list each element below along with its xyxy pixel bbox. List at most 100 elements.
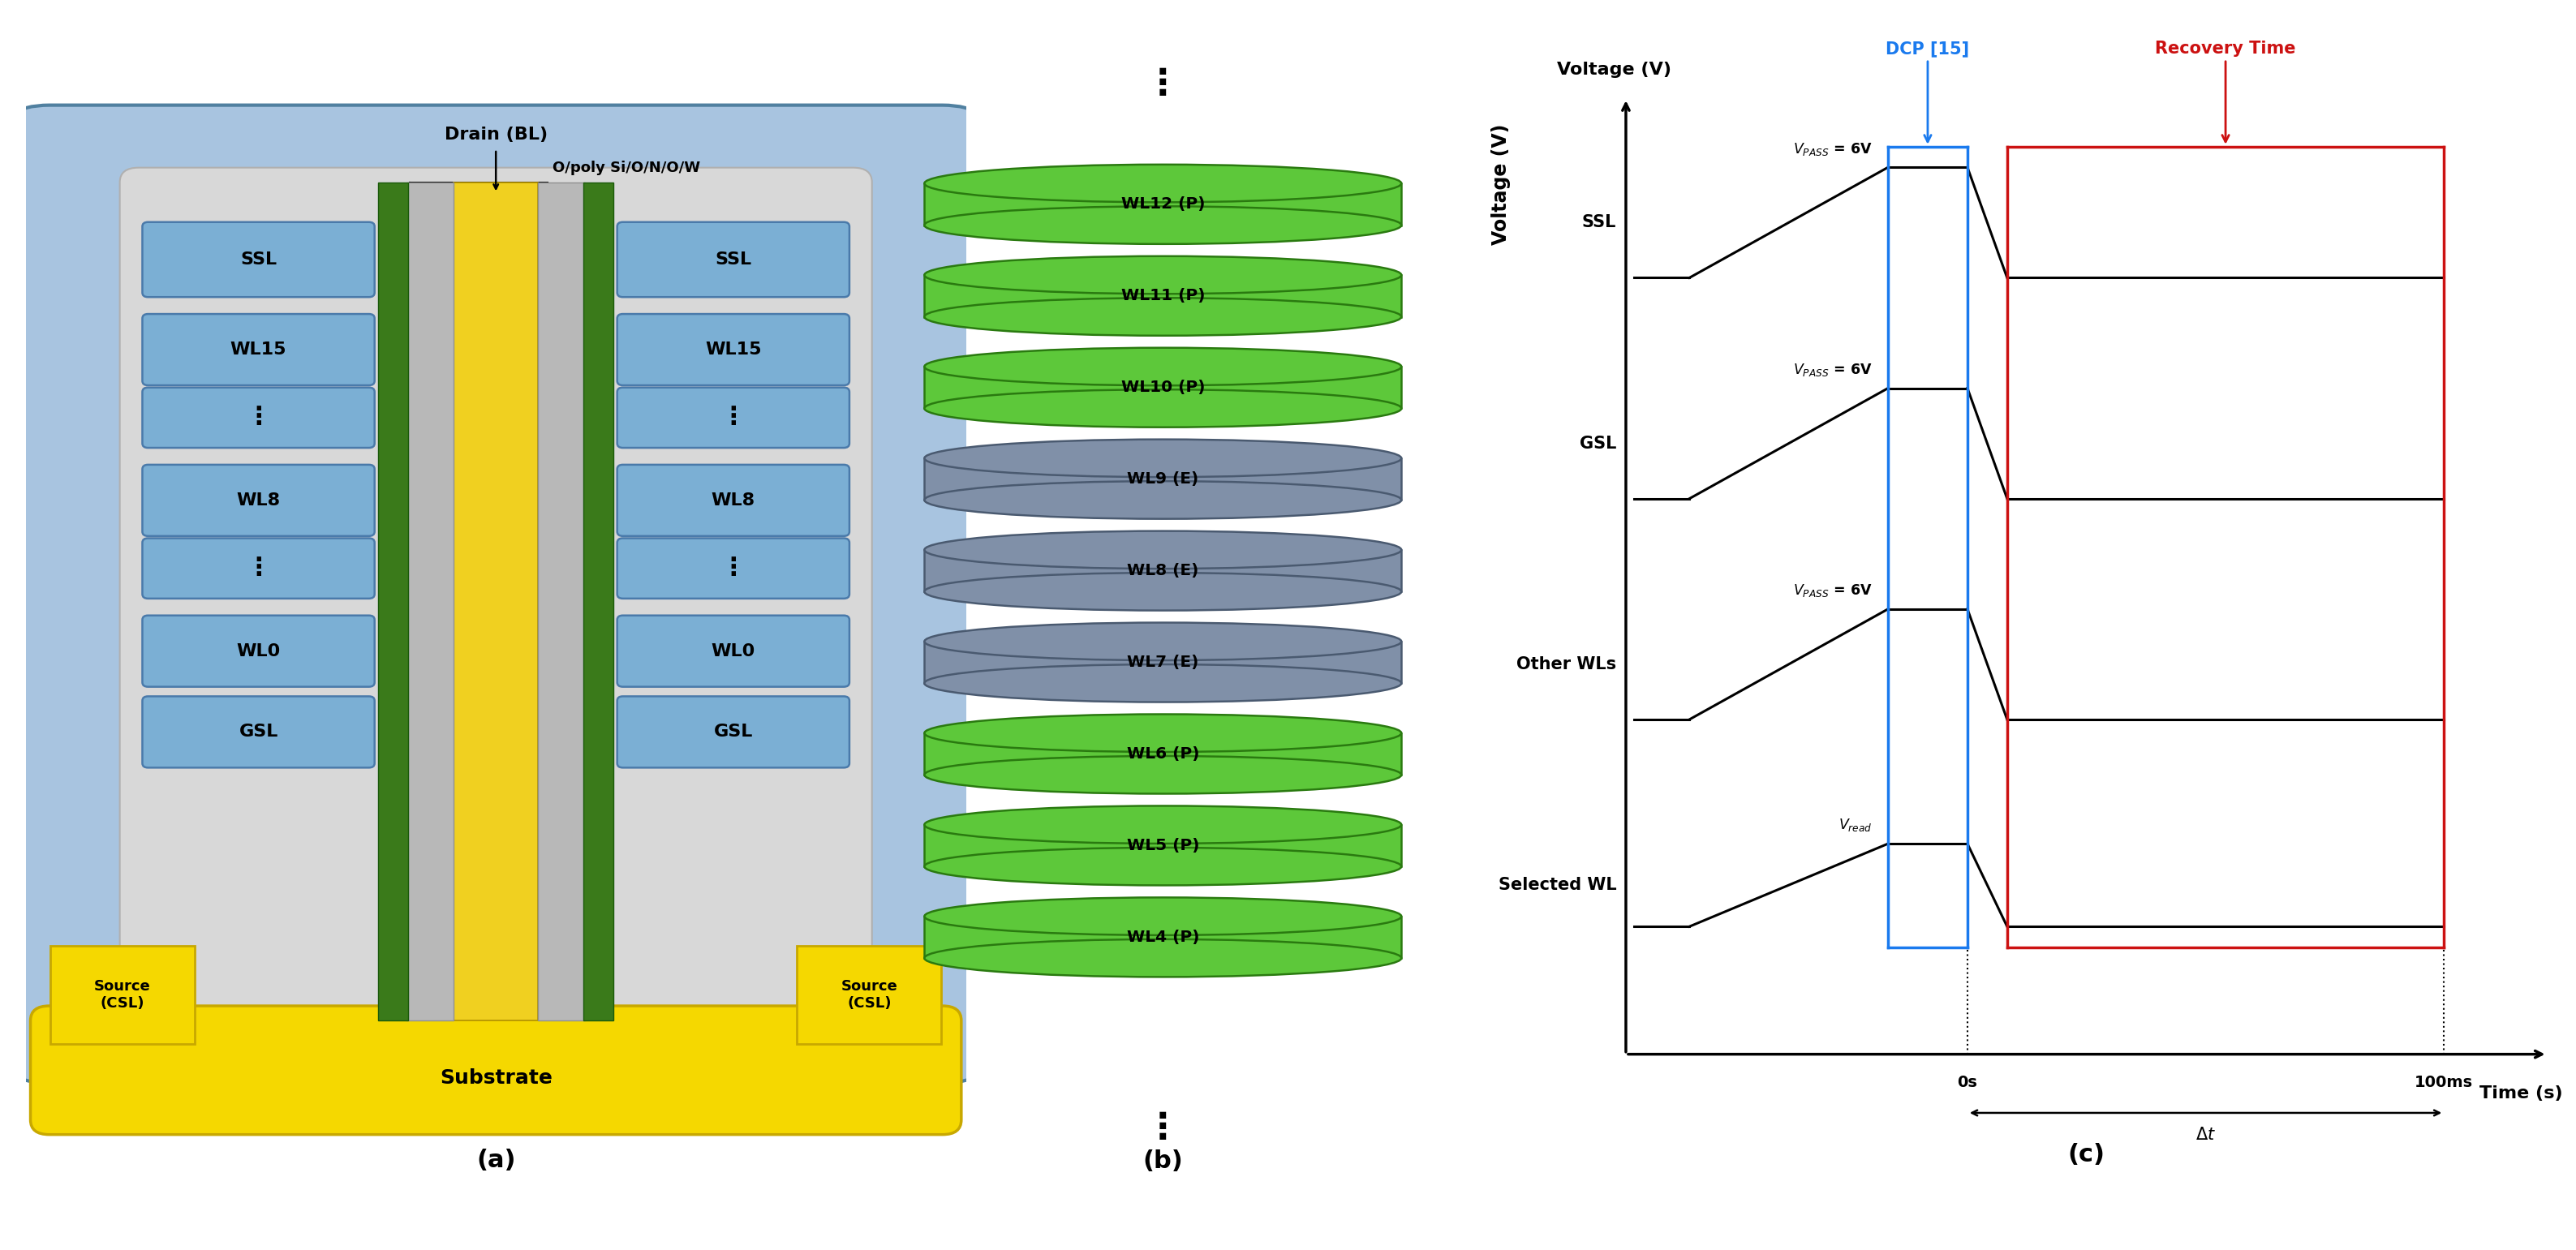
FancyBboxPatch shape bbox=[142, 387, 374, 448]
Text: WL5 (P): WL5 (P) bbox=[1126, 838, 1200, 854]
Text: WL7 (E): WL7 (E) bbox=[1128, 655, 1198, 670]
Text: WL8: WL8 bbox=[237, 492, 281, 509]
FancyBboxPatch shape bbox=[31, 1006, 961, 1135]
Ellipse shape bbox=[925, 531, 1401, 569]
Bar bbox=[925, 550, 1401, 591]
FancyBboxPatch shape bbox=[49, 945, 196, 1044]
FancyBboxPatch shape bbox=[618, 696, 850, 768]
Text: $V_{PASS}$ = 6V: $V_{PASS}$ = 6V bbox=[1793, 582, 1873, 599]
Ellipse shape bbox=[925, 390, 1401, 428]
Text: WL9 (E): WL9 (E) bbox=[1128, 471, 1198, 486]
Text: 0s: 0s bbox=[1958, 1075, 1978, 1090]
Ellipse shape bbox=[925, 575, 1401, 609]
FancyBboxPatch shape bbox=[618, 615, 850, 686]
Ellipse shape bbox=[925, 939, 1401, 977]
FancyBboxPatch shape bbox=[618, 387, 850, 448]
Text: ⋮: ⋮ bbox=[1144, 66, 1180, 101]
FancyBboxPatch shape bbox=[796, 945, 943, 1044]
FancyBboxPatch shape bbox=[618, 465, 850, 536]
Ellipse shape bbox=[925, 206, 1401, 244]
FancyBboxPatch shape bbox=[618, 539, 850, 599]
Text: ⋮: ⋮ bbox=[721, 556, 744, 580]
Ellipse shape bbox=[925, 482, 1401, 517]
Text: GSL: GSL bbox=[714, 724, 752, 740]
Bar bbox=[925, 916, 1401, 957]
Ellipse shape bbox=[925, 622, 1401, 660]
Text: DCP [15]: DCP [15] bbox=[1886, 41, 1971, 141]
Bar bbox=[453, 182, 538, 1020]
Text: WL11 (P): WL11 (P) bbox=[1121, 289, 1206, 304]
Ellipse shape bbox=[925, 897, 1401, 935]
Text: Voltage (V): Voltage (V) bbox=[1556, 61, 1672, 78]
Text: Time (s): Time (s) bbox=[2481, 1085, 2563, 1101]
Bar bbox=[925, 275, 1401, 316]
Ellipse shape bbox=[925, 297, 1401, 336]
Text: GSL: GSL bbox=[1579, 435, 1615, 451]
FancyBboxPatch shape bbox=[0, 105, 994, 1082]
Ellipse shape bbox=[925, 848, 1401, 885]
Ellipse shape bbox=[925, 256, 1401, 294]
Text: 100ms: 100ms bbox=[2414, 1075, 2473, 1090]
Ellipse shape bbox=[925, 572, 1401, 610]
Ellipse shape bbox=[925, 348, 1401, 385]
Ellipse shape bbox=[925, 209, 1401, 242]
Text: (a): (a) bbox=[477, 1149, 515, 1172]
Ellipse shape bbox=[925, 165, 1401, 202]
Text: (b): (b) bbox=[1144, 1150, 1182, 1174]
Ellipse shape bbox=[925, 666, 1401, 700]
Text: WL0: WL0 bbox=[237, 642, 281, 659]
Text: $V_{PASS}$ = 6V: $V_{PASS}$ = 6V bbox=[1793, 141, 1873, 158]
Ellipse shape bbox=[925, 300, 1401, 334]
Ellipse shape bbox=[925, 756, 1401, 794]
FancyBboxPatch shape bbox=[618, 314, 850, 385]
Ellipse shape bbox=[925, 391, 1401, 425]
Bar bbox=[925, 825, 1401, 866]
Text: WL6 (P): WL6 (P) bbox=[1126, 746, 1200, 761]
Ellipse shape bbox=[925, 714, 1401, 752]
FancyBboxPatch shape bbox=[142, 465, 374, 536]
Bar bbox=[925, 459, 1401, 500]
Text: ⋮: ⋮ bbox=[247, 406, 270, 430]
Text: Source
(CSL): Source (CSL) bbox=[95, 979, 152, 1010]
Ellipse shape bbox=[925, 664, 1401, 703]
Text: WL8 (E): WL8 (E) bbox=[1128, 562, 1198, 579]
Bar bbox=[925, 366, 1401, 409]
Bar bbox=[407, 182, 453, 1020]
FancyBboxPatch shape bbox=[618, 222, 850, 297]
Bar bbox=[582, 182, 613, 1020]
Ellipse shape bbox=[925, 850, 1401, 884]
Ellipse shape bbox=[925, 439, 1401, 478]
FancyBboxPatch shape bbox=[118, 168, 871, 1035]
FancyBboxPatch shape bbox=[142, 615, 374, 686]
Text: Substrate: Substrate bbox=[440, 1069, 551, 1088]
Text: Other WLs: Other WLs bbox=[1517, 656, 1615, 672]
Text: ⋮: ⋮ bbox=[247, 556, 270, 580]
Text: GSL: GSL bbox=[240, 724, 278, 740]
Ellipse shape bbox=[925, 806, 1401, 844]
Text: WL15: WL15 bbox=[706, 341, 762, 358]
Text: WL0: WL0 bbox=[711, 642, 755, 659]
Text: (c): (c) bbox=[2069, 1142, 2105, 1166]
FancyBboxPatch shape bbox=[142, 539, 374, 599]
Text: Voltage (V): Voltage (V) bbox=[1492, 124, 1510, 245]
Text: Recovery Time: Recovery Time bbox=[2156, 41, 2295, 141]
Ellipse shape bbox=[925, 758, 1401, 791]
Text: WL12 (P): WL12 (P) bbox=[1121, 196, 1206, 212]
Text: $V_{read}$: $V_{read}$ bbox=[1839, 818, 1873, 834]
Text: WL15: WL15 bbox=[229, 341, 286, 358]
Bar bbox=[925, 732, 1401, 775]
Text: O/poly Si/O/N/O/W: O/poly Si/O/N/O/W bbox=[551, 160, 701, 175]
Text: SSL: SSL bbox=[240, 251, 276, 268]
Text: SSL: SSL bbox=[1582, 215, 1615, 231]
Text: Drain (BL): Drain (BL) bbox=[443, 126, 549, 142]
Text: WL10 (P): WL10 (P) bbox=[1121, 380, 1206, 395]
Ellipse shape bbox=[925, 481, 1401, 519]
Text: $V_{PASS}$ = 6V: $V_{PASS}$ = 6V bbox=[1793, 361, 1873, 378]
FancyBboxPatch shape bbox=[142, 314, 374, 385]
Text: SSL: SSL bbox=[716, 251, 752, 268]
FancyBboxPatch shape bbox=[142, 222, 374, 297]
Text: WL8: WL8 bbox=[711, 492, 755, 509]
Bar bbox=[538, 182, 585, 1020]
FancyBboxPatch shape bbox=[142, 696, 374, 768]
Text: WL4 (P): WL4 (P) bbox=[1126, 930, 1200, 945]
